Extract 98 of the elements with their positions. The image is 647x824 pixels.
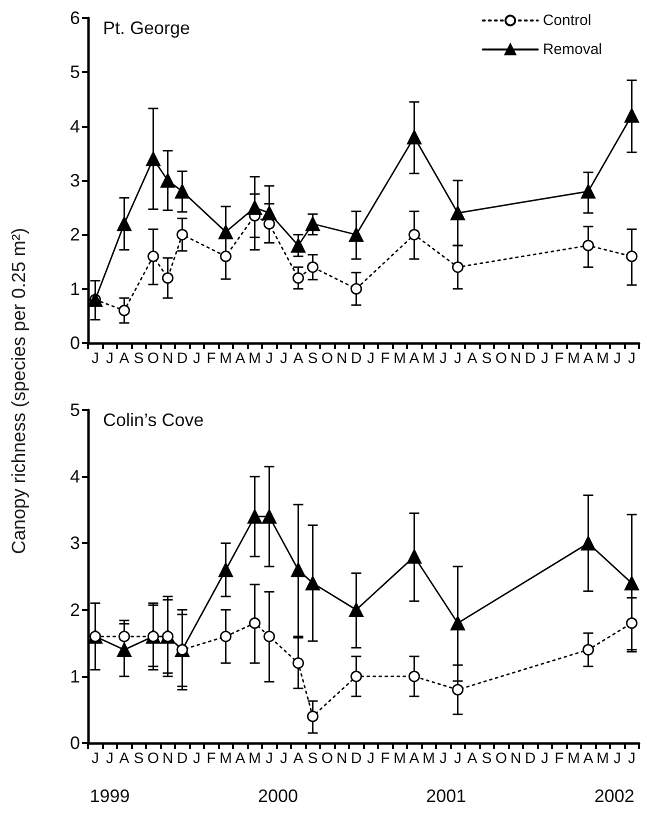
x-tick-label: J	[193, 350, 200, 367]
x-tick-label: M	[596, 750, 609, 767]
x-tick-label: S	[482, 750, 492, 767]
legend-label: Control	[542, 12, 592, 29]
x-tick-label: M	[220, 750, 232, 767]
x-tick-label: F	[206, 750, 216, 767]
x-tick-label: N	[162, 750, 174, 767]
x-tick-label: A	[583, 350, 594, 367]
x-tick-label: N	[510, 350, 522, 367]
x-tick-label: D	[350, 750, 362, 767]
y-tick-label: 3	[70, 170, 80, 190]
y-tick-label: 0	[70, 333, 80, 353]
x-tick-label: J	[106, 350, 114, 367]
text: 2000	[258, 786, 298, 806]
legend-label: Removal	[542, 41, 602, 58]
x-tick-label: D	[176, 750, 188, 767]
x-tick-label: J	[440, 750, 447, 767]
x-tick-label: O	[147, 350, 160, 367]
x-tick-label: J	[266, 350, 273, 367]
x-tick-label: M	[248, 750, 261, 767]
x-tick-label: F	[554, 750, 564, 767]
x-tick-label: S	[308, 750, 318, 767]
x-tick-label: D	[350, 350, 362, 367]
x-tick-label: J	[628, 750, 636, 767]
x-tick-label: J	[454, 350, 462, 367]
y-tick-label: 0	[70, 733, 80, 753]
chart-title: Colin’s Cove	[103, 410, 204, 430]
x-tick-label: A	[467, 750, 478, 767]
x-tick-label: N	[510, 750, 522, 767]
x-tick-label: A	[409, 750, 420, 767]
x-tick-label: J	[92, 750, 99, 767]
x-tick-label: M	[220, 350, 232, 367]
x-tick-label: A	[235, 350, 246, 367]
y-tick-label: 3	[70, 533, 80, 554]
x-tick-label: N	[336, 750, 348, 767]
y-tick-label: 5	[70, 62, 80, 82]
x-tick-label: O	[321, 750, 334, 767]
x-tick-label: A	[467, 350, 478, 367]
x-tick-label: O	[147, 750, 160, 767]
x-tick-label: J	[454, 750, 462, 767]
y-tick-label: 4	[70, 116, 80, 136]
x-tick-label: A	[583, 750, 594, 767]
x-tick-label: J	[193, 750, 200, 767]
x-tick-label: M	[394, 350, 406, 367]
chart-title: Pt. George	[103, 18, 190, 38]
x-tick-label: J	[106, 750, 114, 767]
x-tick-label: F	[206, 350, 216, 367]
x-tick-label: A	[293, 350, 304, 367]
x-tick-label: M	[568, 350, 580, 367]
x-tick-label: O	[495, 750, 508, 767]
x-tick-label: F	[380, 350, 390, 367]
x-tick-label: J	[628, 350, 636, 367]
y-tick-label: 1	[70, 666, 80, 686]
x-tick-label: S	[482, 350, 492, 367]
x-tick-label: J	[92, 350, 99, 367]
x-tick-label: A	[119, 350, 130, 367]
x-tick-label: N	[162, 350, 174, 367]
x-tick-label: M	[422, 750, 435, 767]
x-tick-label: J	[541, 750, 548, 767]
x-tick-label: M	[596, 350, 609, 367]
x-tick-label: F	[380, 750, 390, 767]
y-tick-label: 2	[70, 224, 80, 245]
x-tick-label: J	[367, 750, 374, 767]
x-tick-label: M	[394, 750, 406, 767]
x-tick-label: D	[176, 350, 188, 367]
text: 2002	[594, 786, 634, 806]
text: 1999	[90, 786, 130, 806]
x-tick-label: J	[367, 350, 374, 367]
y-tick-label: 1	[70, 278, 80, 299]
y-tick-label: 4	[70, 466, 80, 487]
x-tick-label: M	[422, 350, 435, 367]
x-tick-label: F	[554, 350, 564, 367]
y-tick-label: 2	[70, 600, 80, 620]
x-tick-label: M	[568, 750, 580, 767]
x-tick-label: O	[495, 350, 508, 367]
x-tick-label: A	[235, 750, 246, 767]
x-tick-label: J	[280, 750, 288, 767]
x-tick-label: J	[614, 350, 621, 367]
y-axis-title: Canopy richness (species per 0.25 m²)	[9, 226, 31, 556]
y-tick-label: 5	[70, 400, 80, 420]
x-tick-label: O	[321, 350, 334, 367]
x-tick-label: N	[336, 350, 348, 367]
x-tick-label: A	[293, 750, 304, 767]
x-tick-label: S	[134, 750, 144, 767]
x-tick-label: D	[524, 350, 536, 367]
x-tick-label: J	[541, 350, 548, 367]
x-tick-label: A	[409, 350, 420, 367]
x-tick-label: D	[524, 750, 536, 767]
x-tick-label: A	[119, 750, 130, 767]
x-tick-label: S	[308, 350, 318, 367]
x-tick-label: J	[614, 750, 621, 767]
x-tick-label: M	[248, 350, 261, 367]
x-tick-label: J	[266, 750, 273, 767]
y-tick-label: 6	[70, 8, 80, 28]
text: 2001	[426, 786, 466, 806]
x-tick-label: J	[280, 350, 288, 367]
x-tick-label: S	[134, 350, 144, 367]
x-tick-label: J	[440, 350, 447, 367]
